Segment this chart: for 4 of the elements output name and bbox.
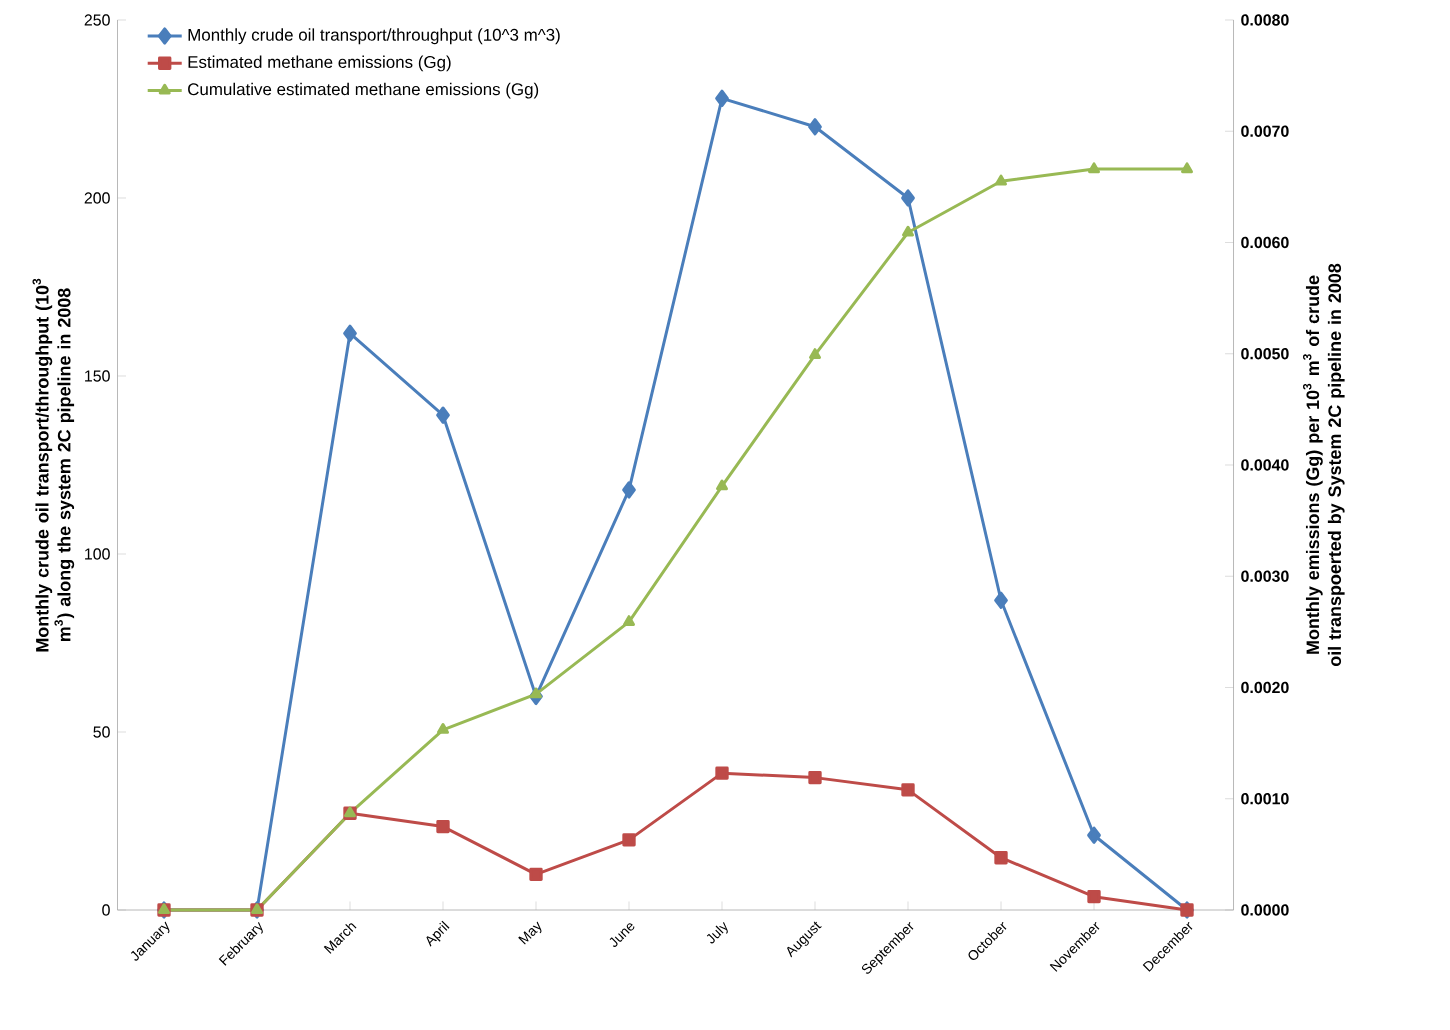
legend-label: Estimated methane emissions (Gg) (188, 55, 451, 72)
text: Monthly crude oil transport/throughput (10$^{3}$ m$^{3}$) along the system 2C pipeline in 2008 (32, 278, 75, 652)
legend-label: Monthly crude oil transport/throughput (10^3 m^3) (188, 28, 560, 45)
legend-label: Cumulative estimated methane emissions (Gg) (188, 82, 539, 99)
